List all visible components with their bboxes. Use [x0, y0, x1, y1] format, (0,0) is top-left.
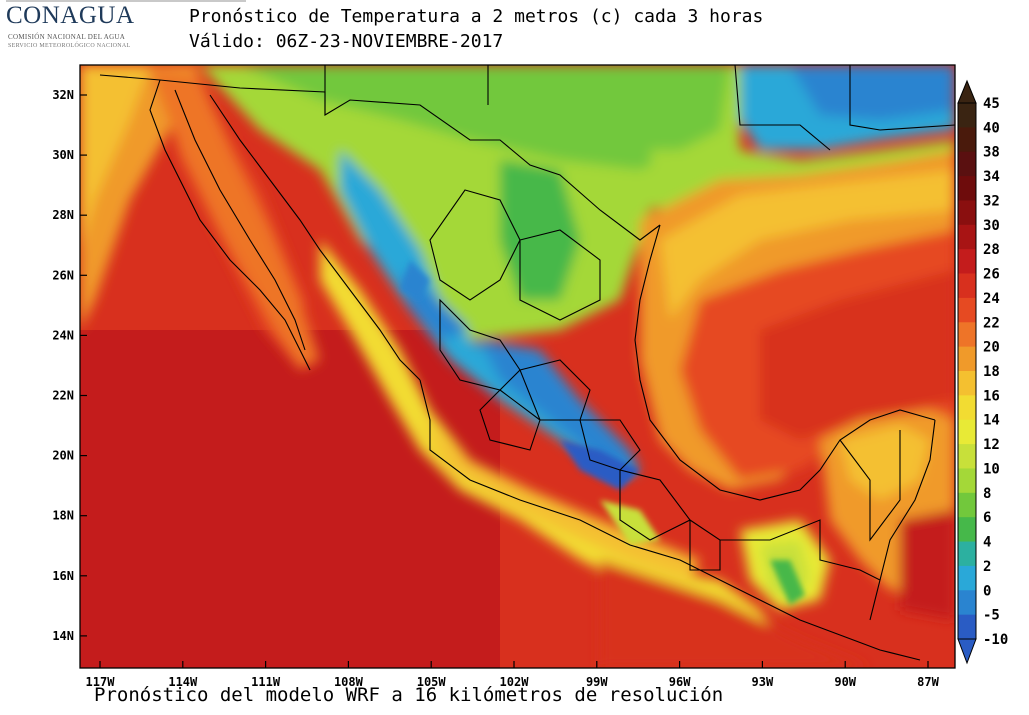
colorbar-label: 28: [983, 242, 1000, 258]
colorbar-swatch: [958, 468, 976, 494]
colorbar-swatch: [958, 444, 976, 469]
colorbar-label: 20: [983, 340, 1000, 356]
colorbar-swatch: [958, 176, 976, 201]
colorbar-top-arrow: [957, 79, 977, 104]
lon-label: 105W: [417, 675, 447, 689]
colorbar-swatch: [958, 249, 976, 274]
colorbar-label: 8: [983, 486, 991, 502]
colorbar-swatch: [958, 346, 976, 372]
colorbar-label: 2: [983, 559, 991, 575]
lon-label: 102W: [500, 675, 530, 689]
colorbar-label: 24: [983, 291, 1000, 307]
colorbar-label: 12: [983, 437, 1000, 453]
lon-label: 93W: [752, 675, 774, 689]
colorbar-label: 32: [983, 193, 1000, 209]
lat-label: 20N: [52, 449, 74, 463]
colorbar-swatch: [958, 322, 976, 348]
colorbar-frame: [957, 102, 977, 640]
lat-label: 32N: [52, 88, 74, 102]
colorbar-label: 4: [983, 535, 991, 551]
colorbar-swatch: [958, 297, 976, 323]
lat-label: 16N: [52, 569, 74, 583]
lat-label: 28N: [52, 208, 74, 222]
colorbar-label: 45: [983, 96, 1000, 112]
logo-subtitle-service: SERVICIO METEOROLÓGICO NACIONAL: [8, 43, 131, 49]
colorbar-swatch: [958, 151, 976, 177]
map-title: Pronóstico de Temperatura a 2 metros (c)…: [189, 6, 764, 27]
logo-title: CONAGUA: [6, 2, 135, 29]
colorbar-label: 16: [983, 388, 1000, 404]
colorbar-label: 14: [983, 413, 1000, 429]
lon-label: 108W: [334, 675, 364, 689]
colorbar-label: -10: [983, 632, 1008, 648]
map-frame: [79, 64, 956, 669]
colorbar-label: 40: [983, 120, 1000, 136]
colorbar-swatch: [958, 614, 976, 640]
temperature-shading: [80, 65, 955, 668]
colorbar-swatch: [958, 200, 976, 226]
colorbar-swatch: [958, 273, 976, 299]
pacific-deep-red: [80, 330, 500, 668]
map-valid-time: Válido: 06Z-23-NOVIEMBRE-2017: [189, 31, 504, 52]
lat-label: 24N: [52, 328, 74, 342]
map-field: [80, 65, 955, 668]
colorbar-label: 38: [983, 145, 1000, 161]
colorbar: [957, 79, 977, 665]
colorbar-swatch: [958, 127, 976, 153]
colorbar-swatch: [958, 590, 976, 616]
colorbar-swatch: [958, 419, 976, 445]
model-footer: Pronóstico del modelo WRF a 16 kilómetro…: [94, 684, 724, 706]
colorbar-swatch: [958, 103, 976, 128]
lon-label: 87W: [917, 675, 939, 689]
lon-label: 114W: [168, 675, 198, 689]
colorbar-label: 26: [983, 267, 1000, 283]
map-boundaries: [99, 65, 955, 661]
colorbar-bottom-arrow: [957, 638, 977, 665]
lat-label: 14N: [52, 629, 74, 643]
logo-subtitle-agency: COMISIÓN NACIONAL DEL AGUA: [8, 33, 126, 41]
colorbar-swatch: [958, 565, 976, 591]
logo-rule: [6, 0, 246, 2]
latitude-labels: 32N 30N 28N 26N 24N 22N 20N 18N 16N 14N: [52, 88, 87, 643]
colorbar-label: 6: [983, 510, 991, 526]
lon-label: 111W: [251, 675, 281, 689]
lat-label: 30N: [52, 148, 74, 162]
conagua-logo: CONAGUA COMISIÓN NACIONAL DEL AGUA SERVI…: [6, 0, 246, 50]
colorbar-swatch: [958, 224, 976, 250]
colorbar-swatch: [958, 517, 976, 542]
lon-label: 117W: [86, 675, 116, 689]
colorbar-swatch: [958, 541, 976, 567]
lat-label: 18N: [52, 509, 74, 523]
colorbar-label: 30: [983, 218, 1000, 234]
colorbar-label: -5: [983, 608, 1000, 624]
colorbar-label: 18: [983, 364, 1000, 380]
colorbar-swatch: [958, 371, 976, 396]
lon-label: 99W: [586, 675, 608, 689]
colorbar-label: 22: [983, 315, 1000, 331]
lon-label: 96W: [669, 675, 691, 689]
colorbar-label: 0: [983, 583, 991, 599]
colorbar-swatch: [958, 395, 976, 421]
colorbar-label: 10: [983, 461, 1000, 477]
lat-label: 22N: [52, 389, 74, 403]
lon-label: 90W: [834, 675, 856, 689]
lat-label: 26N: [52, 268, 74, 282]
colorbar-labels: 4540383432302826242220181614121086420-5-…: [983, 96, 1008, 648]
colorbar-label: 34: [983, 169, 1000, 185]
colorbar-swatch: [958, 492, 976, 518]
longitude-labels: 117W 114W 111W 108W 105W 102W 99W 96W 93W 90W 87W: [86, 661, 940, 689]
